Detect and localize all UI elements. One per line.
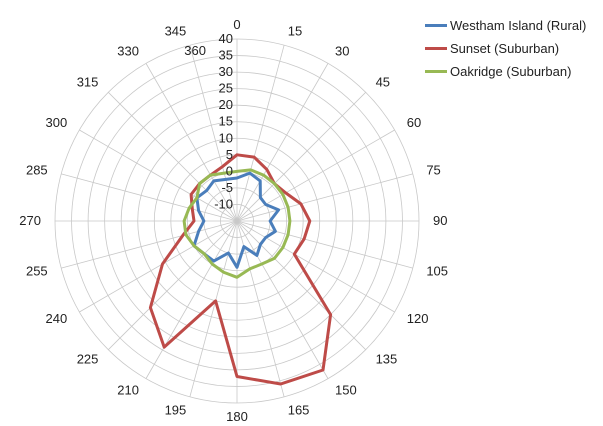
- radial-tick-label: 15: [219, 114, 233, 129]
- category-label: 60: [407, 115, 421, 130]
- grid-spoke: [79, 129, 238, 222]
- legend-item: Sunset (Suburban): [425, 37, 586, 60]
- radial-tick-label: 40: [219, 31, 233, 46]
- grid-spoke: [236, 220, 366, 350]
- category-label: 165: [288, 402, 310, 417]
- grid-spoke: [236, 220, 395, 313]
- radial-tick-label: 35: [219, 48, 233, 63]
- grid-spoke: [189, 45, 238, 222]
- grid-spoke: [108, 220, 238, 350]
- category-label: 210: [117, 383, 139, 398]
- radial-tick-label: 20: [219, 97, 233, 112]
- category-label: 120: [407, 311, 429, 326]
- category-label: 105: [426, 264, 448, 279]
- category-label: 240: [46, 311, 68, 326]
- legend-item: Westham Island (Rural): [425, 14, 586, 37]
- category-label: 150: [335, 383, 357, 398]
- legend-swatch: [425, 24, 447, 27]
- category-label: 285: [26, 162, 48, 177]
- grid-spoke: [79, 220, 238, 313]
- series-line-2: [182, 168, 292, 279]
- series-layer: [148, 153, 333, 386]
- legend-label: Oakridge (Suburban): [450, 64, 572, 79]
- category-label: 135: [376, 352, 398, 367]
- category-label: 360: [184, 43, 206, 58]
- grid-spoke: [236, 92, 366, 222]
- category-label: 0: [233, 17, 240, 32]
- grid-spoke: [145, 63, 238, 222]
- grid-spoke: [61, 173, 238, 222]
- legend-label: Westham Island (Rural): [450, 18, 587, 33]
- category-label: 75: [426, 162, 440, 177]
- category-labels: 0 153045607590105120135150165180195210225…: [19, 17, 448, 424]
- grid-spoke: [236, 220, 329, 379]
- category-label: 330: [117, 43, 139, 58]
- grid-spoke: [236, 129, 395, 222]
- category-label: 180: [226, 409, 248, 424]
- category-label: 255: [26, 264, 48, 279]
- legend-swatch: [425, 70, 447, 73]
- category-label: 225: [77, 352, 99, 367]
- radial-tick-label: 5: [226, 147, 233, 162]
- grid-spoke: [236, 220, 413, 269]
- radial-tick-label: -5: [221, 180, 233, 195]
- grid-spoke: [236, 173, 413, 222]
- legend: Westham Island (Rural) Sunset (Suburban) O…: [425, 14, 586, 83]
- legend-label: Sunset (Suburban): [450, 41, 560, 56]
- category-label: 195: [165, 402, 187, 417]
- grid-spoke: [145, 220, 238, 379]
- radial-tick-label: -10: [214, 196, 233, 211]
- grid-spoke: [236, 63, 329, 222]
- radial-tick-label: 0: [226, 163, 233, 178]
- category-label: 270: [19, 213, 41, 228]
- radial-tick-label: 25: [219, 81, 233, 96]
- grid-spoke: [236, 220, 285, 397]
- grid-spoke: [61, 220, 238, 269]
- category-label: 315: [77, 74, 99, 89]
- grid-spoke: [189, 220, 238, 397]
- legend-swatch: [425, 47, 447, 50]
- radial-tick-label: 10: [219, 130, 233, 145]
- radar-grid: [54, 38, 420, 404]
- category-label: 345: [165, 24, 187, 39]
- legend-item: Oakridge (Suburban): [425, 60, 586, 83]
- grid-spoke: [108, 92, 238, 222]
- category-label: 45: [376, 74, 390, 89]
- category-label: 90: [433, 213, 447, 228]
- category-label: 300: [46, 115, 68, 130]
- category-label: 15: [288, 24, 302, 39]
- grid-spoke: [236, 45, 285, 222]
- radial-tick-label: 30: [219, 64, 233, 79]
- category-label: 30: [335, 43, 349, 58]
- series-line-1: [148, 153, 333, 386]
